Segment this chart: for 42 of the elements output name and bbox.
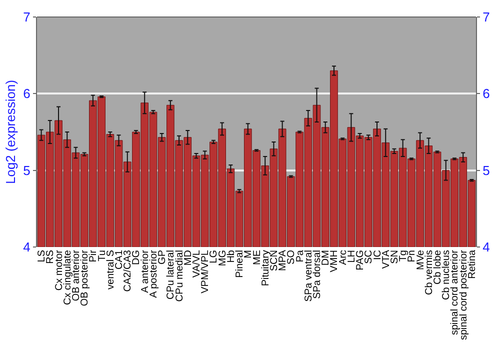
x-tick-label: LH [346, 250, 358, 263]
x-tick-label: A posterior [148, 249, 160, 298]
x-tick-label: Pn [406, 250, 418, 262]
y-tick-label: 7 [23, 10, 30, 25]
y-tick-label: 6 [23, 86, 30, 102]
x-tick-label: OB posterior [80, 249, 91, 306]
x-tick-label: A anterior [140, 249, 151, 293]
x-tick-label: CPu medial [174, 250, 186, 302]
y-tick-label: 5 [23, 162, 30, 178]
x-tick-label: RS [45, 250, 56, 264]
x-tick-label: ventral S [105, 250, 116, 290]
x-tick-label: M [243, 250, 254, 258]
y2-tick-label: 5 [482, 162, 490, 178]
y2-tick-label: 6 [482, 86, 490, 102]
x-tick-label: OB anterior [70, 249, 82, 302]
x-tick-label: LG [208, 250, 220, 264]
x-tick-label: Tu [96, 250, 108, 262]
x-tick-label: Cx cingulate [62, 250, 74, 306]
x-tick-label: Pituitary [260, 250, 272, 286]
x-tick-label: MVe [415, 250, 426, 270]
y2-tick-label: 4 [482, 240, 490, 255]
x-tick-label: DG [131, 250, 142, 265]
x-tick-label: SPa dorsal [312, 250, 323, 299]
x-tick-label: VMH [329, 250, 340, 272]
x-tick-label: IC [372, 250, 384, 260]
y-tick-label: 4 [23, 240, 30, 255]
x-tick-label: Pir [88, 249, 100, 262]
x-tick-label: Arc [338, 250, 349, 265]
x-tick-label: spinal cord anterior [450, 249, 461, 336]
y-axis-title: Log2 (expression) [3, 80, 18, 184]
x-tick-label: Hb [226, 250, 237, 263]
x-tick-label: SN [389, 250, 400, 264]
x-tick-label: VTA [380, 250, 392, 269]
x-tick-label: Pa [294, 250, 306, 262]
y2-tick-label: 7 [482, 10, 490, 25]
x-tick-label: ME [252, 250, 263, 265]
x-tick-label: Retina [466, 250, 478, 279]
x-tick-label: SO [286, 250, 298, 264]
x-tick-label: Tg [398, 250, 410, 262]
x-tick-label: SC [364, 250, 375, 264]
x-tick-label: SCN [268, 250, 280, 272]
x-tick-label: spinal cord posterior [458, 249, 470, 340]
